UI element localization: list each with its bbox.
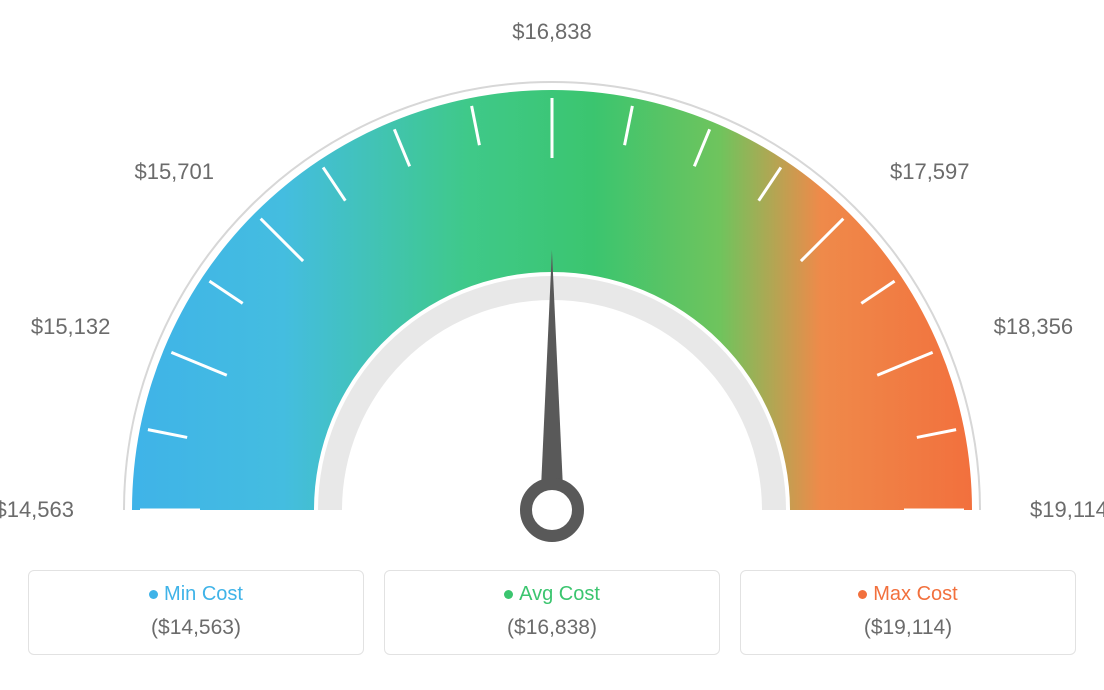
cost-gauge-widget: $14,563 $15,132 $15,701 $16,838 $17,597 $18,3…	[0, 0, 1104, 690]
legend-avg-label: Avg Cost	[519, 583, 600, 605]
legend-min-title: Min Cost	[29, 583, 363, 606]
legend-min-value: ($14,563)	[29, 616, 363, 640]
legend-avg: Avg Cost ($16,838)	[384, 570, 720, 655]
legend-avg-value: ($16,838)	[385, 616, 719, 640]
svg-text:$15,701: $15,701	[134, 159, 214, 184]
bullet-icon	[858, 590, 867, 599]
svg-text:$18,356: $18,356	[994, 314, 1074, 339]
legend-max: Max Cost ($19,114)	[740, 570, 1076, 655]
legend-min: Min Cost ($14,563)	[28, 570, 364, 655]
legend-avg-title: Avg Cost	[385, 583, 719, 606]
legend-max-label: Max Cost	[873, 583, 957, 605]
svg-text:$19,114: $19,114	[1030, 497, 1104, 522]
svg-text:$15,132: $15,132	[31, 314, 111, 339]
svg-text:$14,563: $14,563	[0, 497, 74, 522]
legend-row: Min Cost ($14,563) Avg Cost ($16,838) Ma…	[0, 570, 1104, 655]
bullet-icon	[504, 590, 513, 599]
legend-min-label: Min Cost	[164, 583, 243, 605]
legend-max-title: Max Cost	[741, 583, 1075, 606]
svg-text:$17,597: $17,597	[890, 159, 970, 184]
bullet-icon	[149, 590, 158, 599]
legend-max-value: ($19,114)	[741, 616, 1075, 640]
gauge-svg: $14,563 $15,132 $15,701 $16,838 $17,597 $18,3…	[0, 0, 1104, 560]
gauge-chart: $14,563 $15,132 $15,701 $16,838 $17,597 $18,3…	[0, 0, 1104, 560]
svg-text:$16,838: $16,838	[512, 19, 592, 44]
